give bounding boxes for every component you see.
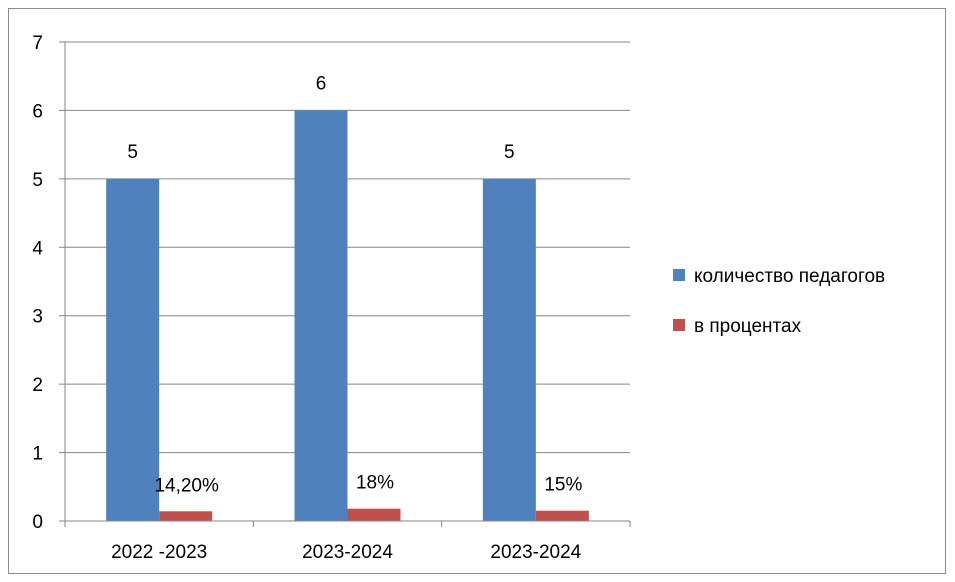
y-tick-label: 1	[32, 444, 43, 465]
y-tick-label: 0	[32, 512, 43, 533]
bar-percent	[159, 511, 213, 521]
bar-percent	[347, 508, 401, 521]
legend: количество педагогов в процентах	[673, 266, 885, 337]
bars	[106, 110, 589, 521]
data-label-teachers: 5	[127, 142, 138, 163]
legend-label: количество педагогов	[694, 266, 885, 287]
legend-label: в процентах	[694, 316, 802, 337]
y-tick-label: 3	[32, 307, 43, 328]
x-tick-label: 2022 -2023	[111, 542, 207, 563]
y-tick-label: 7	[32, 33, 43, 54]
x-tick-label: 2023-2024	[302, 542, 393, 563]
data-label-percent: 15%	[544, 475, 582, 496]
axes	[59, 41, 631, 527]
bar-percent	[535, 510, 589, 521]
data-label-teachers: 5	[504, 142, 515, 163]
legend-swatch	[673, 319, 685, 331]
data-label-percent: 14,20%	[154, 475, 219, 496]
y-tick-label: 4	[32, 238, 43, 259]
bar-teachers	[294, 110, 348, 521]
bar-teachers	[482, 178, 536, 521]
y-tick-label: 2	[32, 375, 43, 396]
legend-swatch	[673, 269, 685, 281]
chart-frame	[8, 8, 946, 574]
x-tick-label: 2023-2024	[490, 542, 581, 563]
x-axis-ticks: 2022 -2023 2023-2024 2023-2024	[111, 542, 582, 563]
y-tick-label: 6	[32, 101, 43, 122]
data-labels: 5 14,20% 6 18% 5 15%	[127, 73, 582, 496]
data-label-percent: 18%	[356, 473, 394, 494]
y-tick-label: 5	[32, 170, 43, 191]
y-axis-ticks: 0 1 2 3 4 5 6 7	[32, 33, 43, 533]
data-label-teachers: 6	[316, 73, 327, 94]
bar-teachers	[106, 178, 160, 521]
